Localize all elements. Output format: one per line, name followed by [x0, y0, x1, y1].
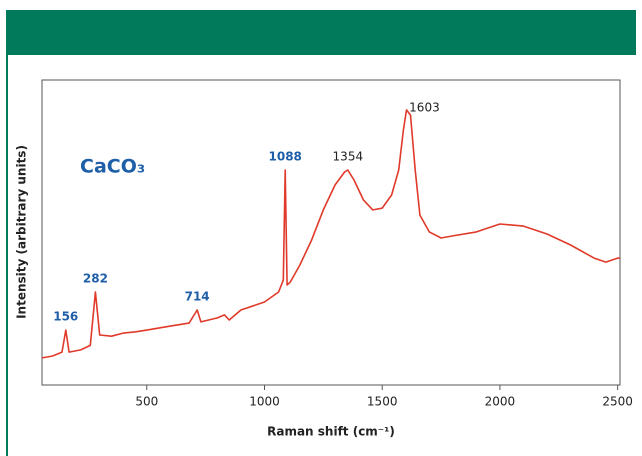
peak-label: 282: [83, 271, 108, 285]
x-tick-label: 500: [135, 395, 158, 409]
x-tick-label: 1000: [249, 395, 280, 409]
x-tick-label: 2500: [602, 395, 633, 409]
peak-label: 1088: [269, 149, 302, 163]
x-axis-label: Raman shift (cm⁻¹): [267, 425, 395, 439]
peak-label: 1354: [333, 149, 364, 163]
peak-label: 156: [53, 310, 78, 324]
plot-frame: [41, 79, 621, 386]
peak-label: 714: [185, 289, 210, 303]
header-band: [6, 10, 636, 55]
chart-title: CaCO₃: [80, 156, 145, 178]
y-axis-label: Intensity (arbitrary units): [15, 145, 29, 319]
panel-border: [6, 55, 8, 456]
peak-label: 1603: [409, 100, 440, 114]
x-tick-label: 2000: [485, 395, 516, 409]
x-tick-label: 1500: [367, 395, 398, 409]
spectrum-line: [41, 109, 620, 359]
